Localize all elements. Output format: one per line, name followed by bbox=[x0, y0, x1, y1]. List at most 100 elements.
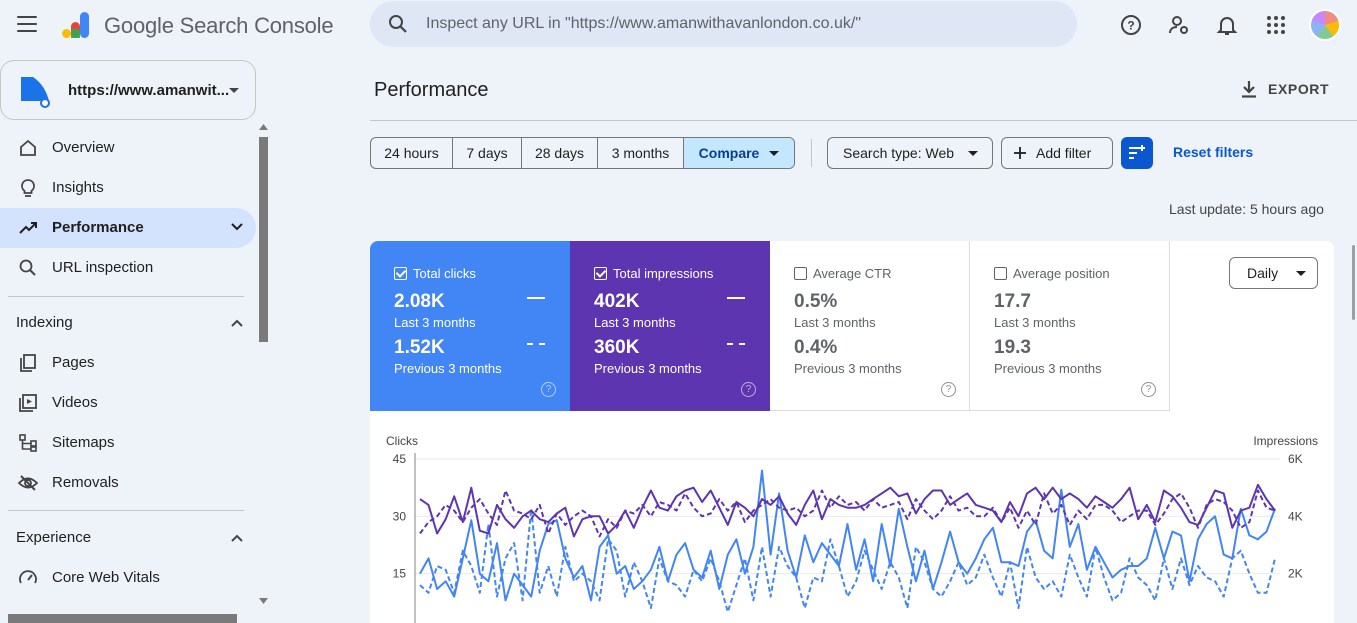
help-icon[interactable]: ? bbox=[541, 382, 556, 397]
add-filter-button[interactable]: Add filter bbox=[1001, 137, 1113, 169]
sidebar-item-label: Performance bbox=[52, 219, 144, 236]
sidebar-scrollbar[interactable] bbox=[258, 122, 269, 612]
main-divider bbox=[370, 120, 1357, 121]
plus-icon bbox=[1014, 147, 1026, 159]
sidebar-item-label: Core Web Vitals bbox=[52, 569, 160, 586]
help-icon[interactable]: ? bbox=[1141, 382, 1156, 397]
scroll-up-arrow-icon[interactable] bbox=[259, 124, 268, 130]
metric-previous-value: 1.52K bbox=[394, 337, 445, 358]
sidebar-item-removals[interactable]: Removals bbox=[0, 463, 256, 503]
notifications-icon[interactable] bbox=[1215, 13, 1239, 37]
last-update-text: Last update: 5 hours ago bbox=[1169, 201, 1324, 217]
metric-current-value: 2.08K bbox=[394, 291, 445, 312]
metric-average-ctr[interactable]: Average CTR 0.5% Last 3 months 0.4% Prev… bbox=[770, 241, 970, 411]
search-console-logo bbox=[62, 12, 89, 38]
svg-text:?: ? bbox=[1127, 19, 1134, 33]
metric-current-value: 402K bbox=[594, 291, 640, 312]
sidebar-item-core-web-vitals[interactable]: Core Web Vitals bbox=[0, 558, 256, 598]
reset-filters-link[interactable]: Reset filters bbox=[1173, 144, 1254, 160]
metric-previous-value: 19.3 bbox=[994, 337, 1031, 358]
range-24-hours[interactable]: 24 hours bbox=[371, 138, 453, 168]
dashed-line-legend-icon bbox=[527, 343, 545, 345]
filter-settings-button[interactable] bbox=[1121, 137, 1153, 169]
sidebar-item-videos[interactable]: Videos bbox=[0, 383, 256, 423]
add-filter-label: Add filter bbox=[1036, 145, 1092, 161]
metric-name: Total clicks bbox=[413, 266, 476, 281]
y-left-axis-title: Clicks bbox=[386, 434, 418, 448]
metric-name: Total impressions bbox=[613, 266, 714, 281]
help-icon[interactable]: ? bbox=[741, 382, 756, 397]
filter-list-icon bbox=[1129, 145, 1145, 159]
sidebar-item-performance[interactable]: Performance bbox=[0, 208, 256, 248]
toolbar-separator bbox=[811, 139, 812, 167]
sidebar-divider bbox=[8, 510, 244, 511]
sidebar-item-insights[interactable]: Insights bbox=[0, 168, 256, 208]
granularity-dropdown[interactable]: Daily bbox=[1229, 257, 1318, 289]
horizontal-scroll-thumb[interactable] bbox=[8, 614, 237, 623]
manage-account-icon[interactable] bbox=[1167, 13, 1191, 37]
metric-checkbox[interactable] bbox=[994, 267, 1007, 280]
metric-previous-label: Previous 3 months bbox=[794, 361, 902, 376]
metric-total-clicks[interactable]: Total clicks 2.08K Last 3 months 1.52K P… bbox=[370, 241, 570, 411]
y-right-tick-label: 2K bbox=[1288, 567, 1303, 581]
page-scrollbar[interactable] bbox=[1352, 245, 1355, 320]
range-7-days[interactable]: 7 days bbox=[453, 138, 522, 168]
y-right-tick-label: 4K bbox=[1288, 509, 1303, 523]
sidebar-item-label: Sitemaps bbox=[52, 434, 115, 451]
help-icon[interactable]: ? bbox=[1119, 13, 1143, 37]
chevron-down-icon[interactable] bbox=[230, 222, 244, 232]
range-compare[interactable]: Compare bbox=[684, 138, 794, 168]
export-button[interactable]: EXPORT bbox=[1240, 77, 1329, 101]
sidebar-item-overview[interactable]: Overview bbox=[0, 128, 256, 168]
chevron-down-icon bbox=[229, 88, 239, 93]
property-url: https://www.amanwit... bbox=[68, 82, 230, 99]
video-icon bbox=[19, 394, 37, 412]
property-favicon-icon bbox=[21, 77, 50, 108]
search-input[interactable] bbox=[426, 1, 1056, 47]
metric-total-impressions[interactable]: Total impressions 402K Last 3 months 360… bbox=[570, 241, 770, 411]
range-28-days[interactable]: 28 days bbox=[522, 138, 598, 168]
apps-grid-icon[interactable] bbox=[1264, 13, 1288, 37]
sidebar-item-url-inspection[interactable]: URL inspection bbox=[0, 248, 256, 288]
page-title: Performance bbox=[374, 79, 489, 101]
app-title[interactable]: Google Search Console bbox=[104, 13, 334, 38]
series-line-total-impressions-previous bbox=[419, 489, 1276, 538]
scroll-down-arrow-icon[interactable] bbox=[259, 598, 268, 604]
home-icon bbox=[20, 139, 36, 156]
performance-chart[interactable]: Clicks Impressions 45 6K 30 4K 15 2K bbox=[370, 431, 1334, 623]
sidebar-item-pages[interactable]: Pages bbox=[0, 343, 256, 383]
metric-current-value: 17.7 bbox=[994, 291, 1031, 312]
series-line-total-clicks-previous bbox=[419, 507, 1276, 613]
y-left-tick-label: 15 bbox=[393, 567, 407, 581]
sidebar-item-label: Overview bbox=[52, 139, 115, 156]
download-icon bbox=[1242, 81, 1256, 98]
search-icon bbox=[19, 259, 36, 276]
caret-down-icon bbox=[769, 150, 780, 156]
search-icon bbox=[389, 15, 407, 33]
y-left-tick-label: 45 bbox=[393, 452, 407, 466]
hamburger-menu-icon[interactable] bbox=[17, 16, 37, 32]
sidebar-item-sitemaps[interactable]: Sitemaps bbox=[0, 423, 256, 463]
metric-previous-label: Previous 3 months bbox=[394, 361, 502, 376]
user-avatar[interactable] bbox=[1309, 9, 1341, 41]
search-type-filter[interactable]: Search type: Web bbox=[827, 137, 993, 169]
metric-checkbox[interactable] bbox=[794, 267, 807, 280]
url-inspect-search[interactable] bbox=[370, 1, 1077, 47]
series-line-total-impressions bbox=[419, 483, 1276, 538]
metric-average-position[interactable]: Average position 17.7 Last 3 months 19.3… bbox=[970, 241, 1170, 411]
section-indexing[interactable]: Indexing bbox=[0, 303, 256, 343]
range-3-months[interactable]: 3 months bbox=[598, 138, 684, 168]
metric-previous-value: 0.4% bbox=[794, 337, 838, 358]
metric-checkbox[interactable] bbox=[394, 267, 407, 280]
section-experience[interactable]: Experience bbox=[0, 518, 256, 558]
help-icon[interactable]: ? bbox=[941, 382, 956, 397]
chevron-up-icon[interactable] bbox=[230, 533, 244, 543]
metric-name: Average position bbox=[1013, 266, 1110, 281]
chevron-up-icon[interactable] bbox=[230, 318, 244, 328]
property-selector[interactable]: https://www.amanwit... bbox=[0, 60, 256, 120]
scroll-thumb[interactable] bbox=[259, 137, 268, 342]
trending-up-icon bbox=[19, 222, 37, 234]
solid-line-legend-icon bbox=[727, 297, 745, 299]
metric-checkbox[interactable] bbox=[594, 267, 607, 280]
caret-down-icon bbox=[1296, 270, 1307, 276]
